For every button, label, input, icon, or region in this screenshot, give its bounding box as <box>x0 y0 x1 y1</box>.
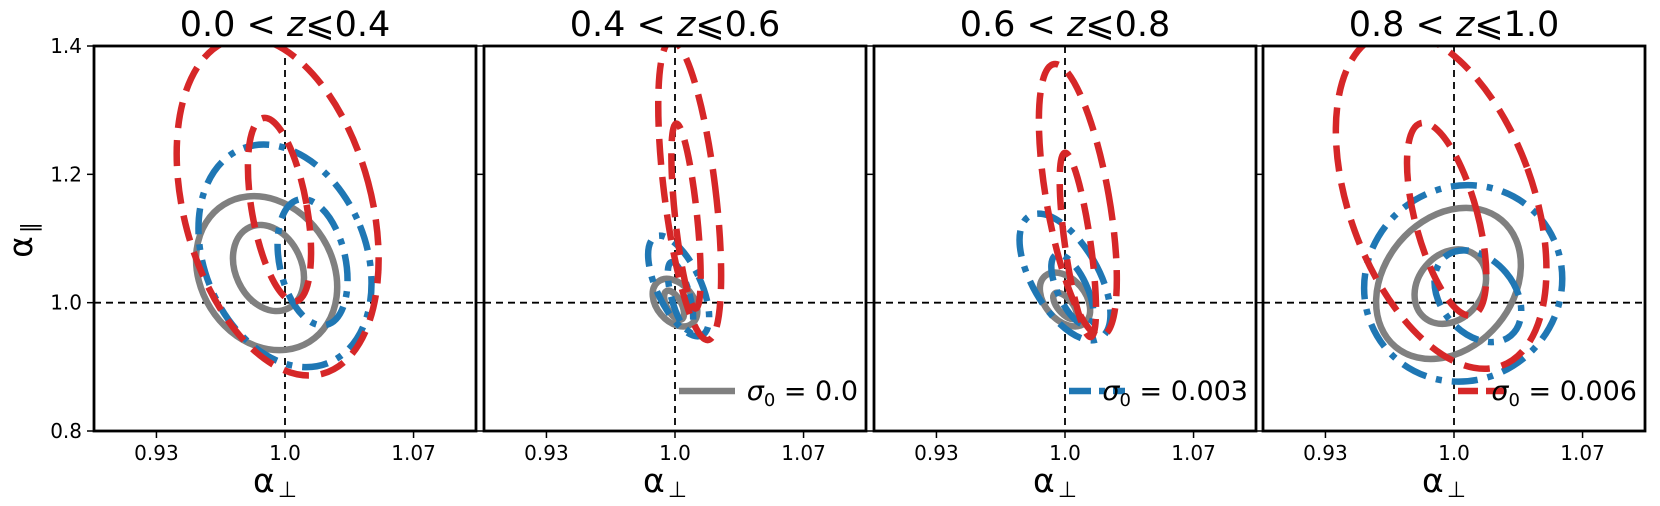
legend-label: σ0 = 0.0 <box>747 376 858 411</box>
x-axis-label: α ⊥ <box>1422 461 1466 503</box>
panel-title: 0.0 < z⩽0.4 <box>180 5 391 45</box>
x-tick-label: 0.93 <box>914 441 959 465</box>
plot-area <box>874 46 1256 431</box>
panel-title: 0.8 < z⩽1.0 <box>1349 5 1560 45</box>
contour-sigma0_0_003-1sigma <box>274 195 351 329</box>
legend-label: σ0 = 0.006 <box>1491 376 1637 411</box>
x-tick-label: 1.0 <box>269 441 301 465</box>
x-tick-label: 1.0 <box>1049 441 1081 465</box>
contour-sigma0_0_006-1sigma <box>1403 119 1490 319</box>
y-tick-label: 1.0 <box>50 291 82 315</box>
x-tick-label: 0.93 <box>1303 441 1348 465</box>
y-tick-label: 1.4 <box>50 34 82 58</box>
contour-sigma0_0_006-2sigma <box>173 46 382 379</box>
x-tick-label: 1.07 <box>391 441 436 465</box>
plot-area <box>484 46 866 431</box>
plot-area <box>94 46 476 431</box>
contour-sigma0_0_006-1sigma <box>244 114 315 305</box>
x-tick-label: 0.93 <box>134 441 179 465</box>
panel-title: 0.6 < z⩽0.8 <box>960 5 1171 45</box>
y-tick-label: 1.2 <box>50 162 82 186</box>
panel-1: 0.93 1.0 1.07 0.8 1.0 1.2 1.4 α ⊥ 0.0 < z⩽0.4 <box>50 5 478 503</box>
contour-sigma0_0_006-2sigma <box>1035 60 1121 340</box>
x-tick-label: 1.0 <box>1438 441 1470 465</box>
legend-entry: σ0 = 0.0 <box>679 376 858 411</box>
x-axis-label: α ⊥ <box>253 461 297 503</box>
legend-label: σ0 = 0.003 <box>1102 376 1248 411</box>
x-tick-label: 1.07 <box>781 441 826 465</box>
contour-sigma0_0-2sigma <box>1372 204 1525 363</box>
panel-2: 0.93 1.0 1.07 α ⊥ 0.4 < z⩽0.6 <box>477 5 868 503</box>
x-axis-label: α ⊥ <box>1033 461 1077 503</box>
y-tick-label: 0.8 <box>50 419 82 443</box>
plot-area <box>1263 46 1645 431</box>
x-axis-label: α ⊥ <box>643 461 687 503</box>
legend-entry: σ0 = 0.003 <box>1069 376 1248 411</box>
contour-sigma0_0_006-2sigma <box>654 46 725 344</box>
contour-sigma0_0-1sigma <box>1411 246 1490 328</box>
contour-sigma0_0-1sigma <box>229 221 308 315</box>
legend-entry: σ0 = 0.006 <box>1458 376 1637 411</box>
contour-sigma0_0_006-1sigma <box>668 120 704 312</box>
x-tick-label: 0.93 <box>524 441 569 465</box>
x-tick-label: 1.07 <box>1560 441 1605 465</box>
x-tick-label: 1.0 <box>659 441 691 465</box>
x-tick-label: 1.07 <box>1171 441 1216 465</box>
panel-4: 0.93 1.0 1.07 α ⊥ 0.8 < z⩽1.0 <box>1256 5 1647 503</box>
contour-sigma0_0_006-1sigma <box>1056 149 1100 341</box>
contour-sigma0_0-2sigma <box>192 192 341 354</box>
y-axis-label: α∥ <box>1 222 43 258</box>
contour-sigma0_0_003-1sigma <box>1431 247 1525 346</box>
panel-3: 0.93 1.0 1.07 α ⊥ 0.6 < z⩽0.8 <box>867 5 1258 503</box>
contour-sigma0_0_003-1sigma <box>1048 251 1097 329</box>
panel-title: 0.4 < z⩽0.6 <box>570 5 781 45</box>
